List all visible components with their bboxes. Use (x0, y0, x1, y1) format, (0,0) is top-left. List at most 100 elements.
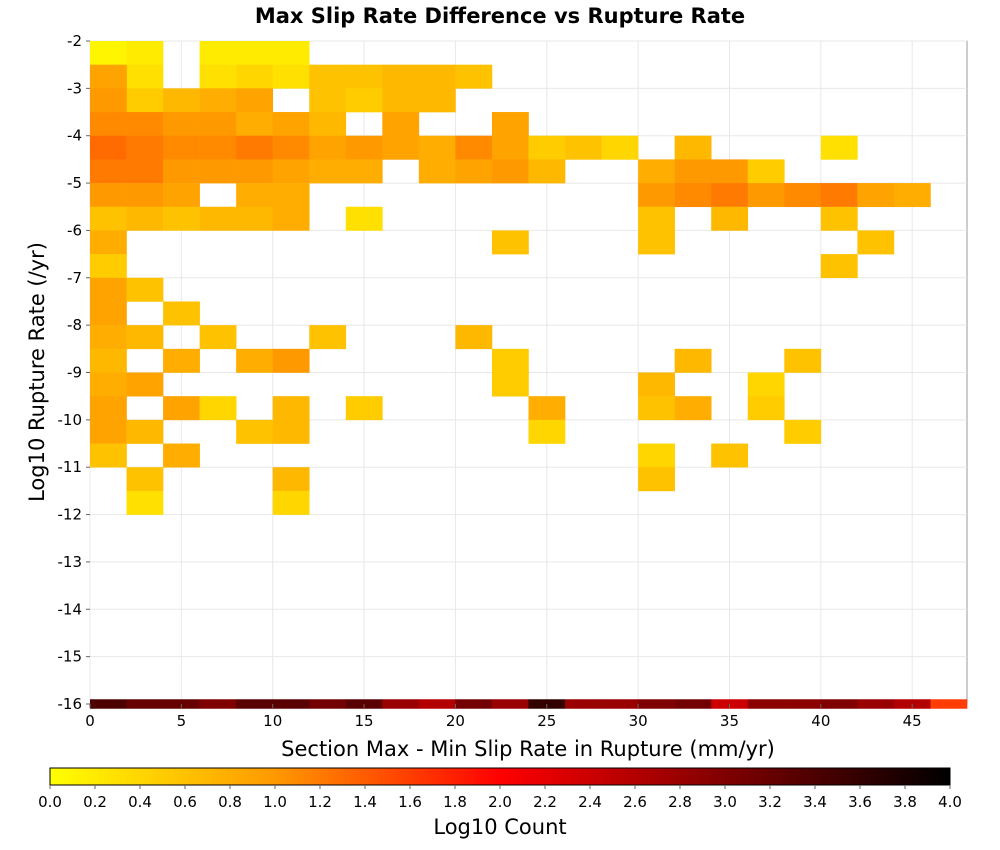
heatmap-cell (638, 372, 675, 397)
y-tick-label: -15 (58, 648, 83, 666)
y-tick-label: -8 (67, 316, 82, 334)
x-tick-label: 25 (537, 712, 556, 730)
x-axis-label: Section Max - Min Slip Rate in Rupture (… (281, 737, 775, 761)
heatmap-cell (784, 419, 822, 444)
heatmap-cell (126, 64, 164, 89)
y-tick-label: -12 (58, 506, 83, 524)
heatmap-cell (163, 135, 200, 160)
heatmap-cell (90, 396, 127, 421)
heatmap-cell (90, 206, 127, 231)
heatmap-cell (90, 183, 127, 208)
heatmap-cell (272, 64, 310, 89)
heatmap-cell (90, 41, 127, 65)
heatmap-cell (455, 325, 493, 350)
heatmap-cell (857, 183, 895, 208)
heatmap-cell (199, 64, 237, 89)
heatmap-cell (199, 206, 237, 231)
heatmap-cell (345, 396, 383, 421)
heatmap-cell-bottom (747, 699, 785, 709)
heatmap-cell (272, 206, 310, 231)
heatmap-cell (418, 88, 456, 113)
heatmap-cell (747, 159, 785, 184)
heatmap-cell (236, 159, 274, 184)
heatmap-cell (126, 372, 164, 397)
heatmap-cell (126, 467, 164, 492)
heatmap-cell (163, 183, 200, 208)
heatmap-cell-bottom (491, 699, 529, 709)
colorbar-tick-label: 1.4 (353, 793, 377, 811)
heatmap-cell-bottom (455, 699, 493, 709)
heatmap-cell (126, 41, 164, 65)
heatmap-cell (638, 183, 675, 208)
heatmap-cell (90, 159, 127, 184)
colorbar-tick-label: 0.4 (128, 793, 152, 811)
y-tick-label: -7 (67, 269, 82, 287)
heatmap-cell (199, 396, 237, 421)
y-axis-label: Log10 Rupture Rate (/yr) (25, 242, 49, 502)
heatmap-cell-bottom (199, 699, 237, 709)
x-tick-label: 0 (85, 712, 95, 730)
heatmap-cell (163, 206, 200, 231)
y-tick-label: -4 (67, 127, 82, 145)
x-tick-label: 35 (720, 712, 739, 730)
heatmap-cell (309, 135, 347, 160)
y-tick-label: -2 (67, 32, 82, 50)
colorbar-tick-label: 2.8 (668, 793, 692, 811)
heatmap-cell (309, 325, 347, 350)
x-tick-label: 10 (263, 712, 282, 730)
x-axis-ticks: 0 5 10 15 20 25 30 35 40 45 (85, 704, 922, 730)
colorbar-tick-label: 2.2 (533, 793, 557, 811)
heatmap-cell-bottom (820, 699, 858, 709)
heatmap-cell (565, 135, 602, 160)
heatmap-cell (345, 88, 383, 113)
heatmap-cell (638, 396, 675, 421)
heatmap-cell (90, 419, 127, 444)
heatmap-cell (126, 159, 164, 184)
heatmap-cell (345, 159, 383, 184)
heatmap-cell (345, 135, 383, 160)
heatmap-cell (236, 419, 274, 444)
heatmap-cell (309, 64, 347, 89)
heatmap-cell-bottom (272, 699, 310, 709)
x-tick-label: 30 (629, 712, 648, 730)
heatmap-cell (674, 396, 712, 421)
heatmap-cell (163, 88, 200, 113)
colorbar-tick-label: 4.0 (938, 793, 962, 811)
heatmap-cell (236, 41, 274, 65)
heatmap-cell (820, 183, 858, 208)
heatmap-cell (272, 112, 310, 137)
heatmap-cell (711, 443, 749, 468)
x-tick-label: 40 (811, 712, 830, 730)
heatmap-cell (491, 230, 529, 255)
y-tick-label: -9 (67, 364, 82, 382)
heatmap-cell (491, 135, 529, 160)
heatmap-cell (272, 183, 310, 208)
heatmap-cell (199, 88, 237, 113)
heatmap-cell (674, 159, 712, 184)
heatmap-cell (382, 88, 420, 113)
heatmap-cell (199, 135, 237, 160)
heatmap-cell (272, 490, 310, 515)
colorbar-tick-label: 3.4 (803, 793, 827, 811)
heatmap-cell (272, 348, 310, 373)
heatmap-cell-bottom (126, 699, 164, 709)
heatmap-cell (163, 301, 200, 326)
heatmap-cell (820, 206, 858, 231)
heatmap-cell (491, 372, 529, 397)
heatmap-cell (163, 159, 200, 184)
heatmap-cell (163, 443, 200, 468)
heatmap-cell-bottom (930, 699, 968, 709)
heatmap-cell (382, 135, 420, 160)
heatmap-cell (528, 419, 566, 444)
colorbar-ticks: 0.0 0.2 0.4 0.6 0.8 1.0 1.2 1.4 1.6 1.8 2.0 2.2 2.4 2… (38, 785, 962, 811)
colorbar-tick-label: 2.0 (488, 793, 512, 811)
heatmap-cell (455, 64, 493, 89)
x-tick-label: 20 (446, 712, 465, 730)
heatmap-cell (236, 348, 274, 373)
heatmap-cell (199, 112, 237, 137)
heatmap-cell (528, 396, 566, 421)
heatmap-cell (90, 112, 127, 137)
y-tick-label: -11 (58, 458, 83, 476)
heatmap-cell (309, 159, 347, 184)
heatmap-cell (784, 183, 822, 208)
